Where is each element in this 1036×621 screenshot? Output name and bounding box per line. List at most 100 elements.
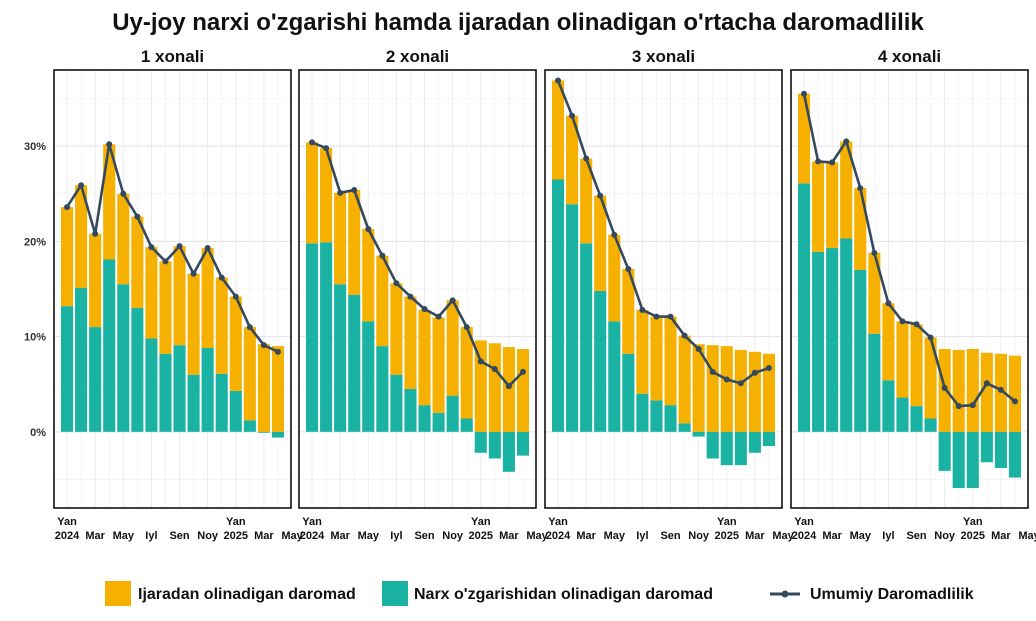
x-tick-label: 2024: [300, 530, 325, 542]
bar-rent-income: [551, 80, 565, 180]
bar-price-change: [362, 321, 375, 432]
bar-rent-income: [868, 252, 881, 334]
x-tick-label: Yan: [717, 516, 737, 528]
bar-rent-income: [103, 144, 116, 260]
bar-rent-income: [243, 327, 256, 421]
bar-price-change: [622, 353, 635, 432]
bar-price-change: [446, 395, 459, 432]
legend-item: Umumiy Daromadlilik: [770, 586, 974, 603]
bar-rent-income: [706, 345, 719, 432]
bar-rent-income: [418, 309, 431, 406]
x-tick-label: Iyl: [145, 530, 157, 542]
bar-price-change: [840, 238, 853, 432]
x-tick-label: Yan: [794, 516, 814, 528]
total-return-point: [857, 185, 864, 192]
bar-rent-income: [650, 316, 663, 401]
total-return-point: [969, 402, 976, 409]
total-return-point: [162, 258, 169, 265]
bar-price-change: [566, 204, 579, 432]
total-return-point: [106, 141, 113, 148]
bar-price-change: [131, 308, 144, 432]
total-return-point: [477, 358, 484, 365]
bar-price-change: [706, 431, 719, 459]
bar-rent-income: [271, 346, 285, 432]
bar-rent-income: [60, 207, 74, 307]
facet-panels: 1 xonali Yan 2024 Mar May Iyl Sen Noy Yan 2025 Mar…: [53, 47, 1036, 542]
x-tick-label: Noy: [934, 530, 956, 542]
bar-rent-income: [432, 317, 445, 413]
x-tick-label: May: [281, 530, 303, 542]
bar-rent-income: [229, 296, 242, 391]
facet-panel: 3 xonali Yan 2024 Mar May Iyl Sen Noy Yan 2025 Mar…: [544, 47, 795, 542]
bar-rent-income: [896, 321, 909, 398]
bar-rent-income: [622, 269, 635, 354]
total-return-point: [955, 403, 962, 410]
x-tick-label: Iyl: [882, 530, 894, 542]
total-return-point: [765, 365, 772, 372]
total-return-point: [941, 385, 948, 392]
bar-price-change: [551, 179, 565, 432]
bar-price-change: [938, 431, 951, 471]
grid: [791, 70, 1028, 508]
bar-rent-income: [502, 347, 515, 432]
x-tick-label: Mar: [499, 530, 519, 542]
total-return-point: [365, 226, 372, 233]
bar-price-change: [720, 431, 733, 466]
legend-point-swatch: [781, 590, 789, 598]
bar-price-change: [145, 338, 158, 432]
bar-rent-income: [692, 344, 705, 432]
bar-rent-income: [89, 233, 102, 328]
bar-price-change: [418, 405, 431, 432]
bar-price-change: [594, 290, 607, 432]
total-return-point: [379, 252, 386, 259]
bar-rent-income: [854, 188, 867, 270]
x-tick-label: Yan: [302, 516, 322, 528]
bar-rent-income: [257, 344, 270, 432]
bar-rent-income: [882, 303, 895, 381]
bar-price-change: [1008, 431, 1022, 478]
bar-price-change: [734, 431, 747, 466]
bar-price-change: [215, 373, 228, 432]
bar-price-change: [348, 294, 361, 432]
total-return-point: [829, 159, 836, 166]
total-return-point: [176, 243, 183, 250]
x-tick-label: Yan: [963, 516, 983, 528]
total-return-point: [583, 155, 590, 162]
bar-price-change: [797, 183, 811, 432]
total-return-point: [927, 334, 934, 341]
bar-rent-income: [159, 261, 172, 354]
facet-title: 3 xonali: [632, 47, 695, 66]
x-tick-label: Mar: [254, 530, 274, 542]
bar-price-change: [980, 431, 993, 463]
bar-price-change: [173, 345, 186, 432]
panel-border: [298, 69, 537, 509]
total-return-point: [555, 77, 562, 84]
bar-rent-income: [664, 316, 677, 406]
x-tick-label: May: [604, 530, 626, 542]
bar-price-change: [103, 259, 116, 432]
panel-border: [544, 69, 783, 509]
total-return-point: [190, 270, 197, 277]
bar-price-change: [748, 431, 761, 453]
bar-price-change: [516, 431, 530, 456]
total-return-point: [667, 313, 674, 320]
bar-rent-income: [966, 348, 979, 432]
bar-price-change: [257, 431, 270, 433]
bar-price-change: [952, 431, 965, 489]
x-tick-label: Mar: [822, 530, 842, 542]
total-return-point: [751, 369, 758, 376]
bar-rent-income: [734, 349, 747, 432]
x-tick-label: Sen: [414, 530, 434, 542]
bar-price-change: [636, 393, 649, 432]
legend-label: Narx o'zgarishidan olinadigan daromad: [414, 586, 713, 603]
total-return-point: [309, 139, 316, 146]
total-return-point: [260, 342, 267, 349]
bar-rent-income: [594, 195, 607, 291]
bar-rent-income: [1008, 355, 1022, 432]
bar-price-change: [60, 306, 74, 432]
total-return-point: [449, 297, 456, 304]
bar-price-change: [89, 327, 102, 432]
x-tick-label: 2025: [715, 530, 739, 542]
bar-price-change: [608, 321, 621, 432]
